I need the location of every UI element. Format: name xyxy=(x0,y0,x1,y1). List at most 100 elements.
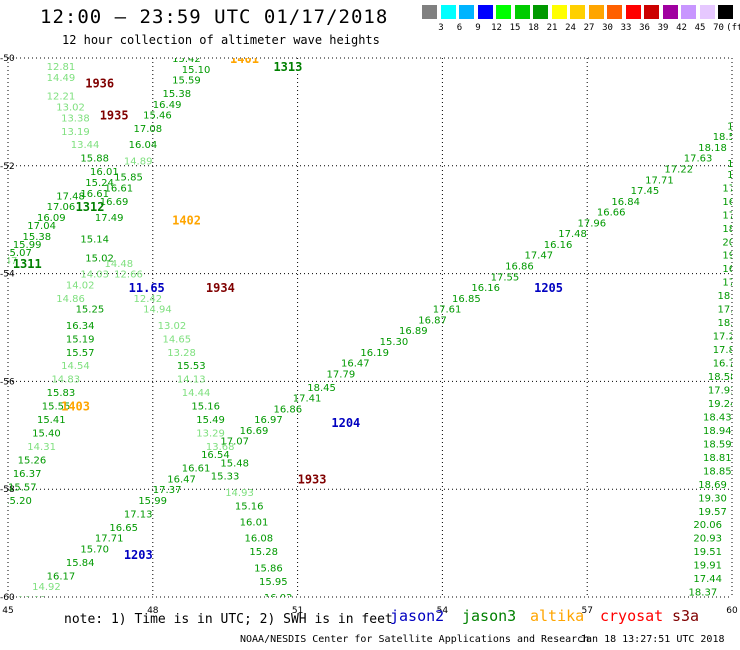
pass-time-label: 1203 xyxy=(124,548,153,562)
wave-height-label: 17.48 xyxy=(56,191,85,202)
wave-height-label: 14.89 xyxy=(124,156,153,167)
wave-height-label: 16.86 xyxy=(273,404,302,415)
y-tick-label: -58 xyxy=(0,485,15,495)
wave-height-label: 16.69 xyxy=(240,426,269,437)
legend-label: 36 xyxy=(639,23,650,33)
legend-label: 9 xyxy=(475,23,481,33)
legend-swatch xyxy=(662,5,678,19)
pass-time-label: 1402 xyxy=(172,214,201,228)
y-tick-label: -52 xyxy=(0,162,15,172)
wave-height-label: 17.91 xyxy=(708,385,737,396)
pass-time-label: 1313 xyxy=(273,60,302,74)
wave-height-label: 14.92 xyxy=(32,582,61,593)
wave-height-label: 14.83 xyxy=(51,375,80,386)
wave-height-label: 16.84 xyxy=(611,197,640,208)
legend-swatch xyxy=(496,5,511,19)
wave-height-label: 16.17 xyxy=(47,571,76,582)
wave-height-label: 17.61 xyxy=(727,159,740,170)
wave-height-label: 16.87 xyxy=(418,315,447,326)
wave-height-label: 16.76 xyxy=(722,264,740,275)
wave-height-label: 17.07 xyxy=(220,437,249,448)
wave-height-label: 16.16 xyxy=(544,240,573,251)
wave-height-label: 18.58 xyxy=(708,372,737,383)
wave-height-label: 16.72 xyxy=(713,359,740,370)
wave-height-label: 16.37 xyxy=(13,469,42,480)
legend-swatch xyxy=(644,5,659,19)
wave-height-label: 15.16 xyxy=(235,501,264,512)
satellite-s3a: s3a xyxy=(672,607,700,625)
wave-height-label: 17.79 xyxy=(327,369,356,380)
x-tick-label: 57 xyxy=(581,606,592,616)
wave-height-label: 17.44 xyxy=(693,574,722,585)
wave-height-label: 17.13 xyxy=(124,509,153,520)
credit-line: NOAA/NESDIS Center for Satellite Applica… xyxy=(240,634,590,645)
wave-height-label: 15.40 xyxy=(32,429,61,440)
wave-height-label: 18.81 xyxy=(703,453,732,464)
pass-time-label: 1311 xyxy=(13,257,42,271)
wave-height-label: 17.96 xyxy=(578,218,607,229)
observations-layer: 12.8114.4912.2113.0213.3813.1913.4415.88… xyxy=(8,54,740,604)
wave-height-label: 16.54 xyxy=(201,450,230,461)
wave-height-label: 17.49 xyxy=(95,213,124,224)
wave-height-label: 15.38 xyxy=(22,232,51,243)
pass-time-label: 1312 xyxy=(76,200,105,214)
legend-label: 42 xyxy=(676,23,687,33)
wave-height-label: 15.41 xyxy=(37,415,66,426)
legend-swatch xyxy=(570,5,585,19)
wave-height-label: 14.49 xyxy=(47,73,76,84)
legend-swatch xyxy=(422,5,437,19)
wave-height-label: 13.19 xyxy=(61,127,90,138)
wave-height-label: 15.10 xyxy=(182,65,211,76)
wave-height-label: 15.33 xyxy=(211,472,240,483)
wave-height-label: 17.63 xyxy=(684,154,713,165)
wave-height-label: 16.19 xyxy=(360,348,389,359)
wave-height-label: 16.86 xyxy=(505,262,534,273)
wave-height-label: 16.09 xyxy=(37,213,66,224)
wave-height-label: 17.04 xyxy=(27,221,56,232)
y-tick-label: -50 xyxy=(0,54,15,64)
wave-height-label: 14.48 xyxy=(105,259,134,270)
wave-height-label: 19.24 xyxy=(708,399,737,410)
satellite-jason2: jason2 xyxy=(390,607,445,625)
wave-height-label: 18.85 xyxy=(703,466,732,477)
wave-height-label: 16.08 xyxy=(245,534,274,545)
wave-height-label: 17.55 xyxy=(491,272,520,283)
wave-height-label: 15.84 xyxy=(66,558,95,569)
wave-height-label: 17.86 xyxy=(713,345,740,356)
wave-height-label: 16.47 xyxy=(167,474,196,485)
wave-height-label: 17.71 xyxy=(645,175,674,186)
wave-height-label: 15.42 xyxy=(172,54,201,65)
legend-swatch xyxy=(681,5,696,19)
legend-label: 27 xyxy=(583,23,595,33)
legend-label: 70 xyxy=(713,23,724,33)
wave-height-label: 20.06 xyxy=(693,520,722,531)
wave-height-label: 15.85 xyxy=(114,173,143,184)
wave-height-label: 15.24 xyxy=(85,178,114,189)
pass-time-label: 1935 xyxy=(100,109,129,123)
legend-swatch xyxy=(625,5,641,19)
wave-height-label: 15.86 xyxy=(254,563,283,574)
legend-label: 15 xyxy=(509,23,521,33)
wave-height-label: 16.66 xyxy=(597,208,626,219)
legend-label: 45 xyxy=(694,23,706,33)
wave-height-label: 15.26 xyxy=(18,456,47,467)
legend-label: 21 xyxy=(546,23,558,33)
wave-height-label: 15.30 xyxy=(380,337,409,348)
wave-height-label: 16.02 xyxy=(264,593,293,604)
wave-height-label: 16.85 xyxy=(452,294,481,305)
wave-height-label: 14.44 xyxy=(182,388,211,399)
wave-height-label: 19.91 xyxy=(693,561,722,572)
wave-height-label: 17.47 xyxy=(524,251,553,262)
wave-height-label: 14.86 xyxy=(56,294,85,305)
wave-height-label: 16.44 xyxy=(722,197,740,208)
wave-height-label: 14.03 xyxy=(80,270,109,281)
wave-height-label: 17.06 xyxy=(47,202,76,213)
wave-height-label: 19.00 xyxy=(722,251,740,262)
wave-height-label: 15.53 xyxy=(177,361,206,372)
wave-height-label: 14.65 xyxy=(162,334,191,345)
wave-height-label: 18.75 xyxy=(722,224,740,235)
wave-height-label: 18.23 xyxy=(727,170,740,181)
legend-swatch xyxy=(551,5,567,19)
satellite-jason3: jason3 xyxy=(462,607,517,625)
x-tick-label: 54 xyxy=(437,606,449,616)
